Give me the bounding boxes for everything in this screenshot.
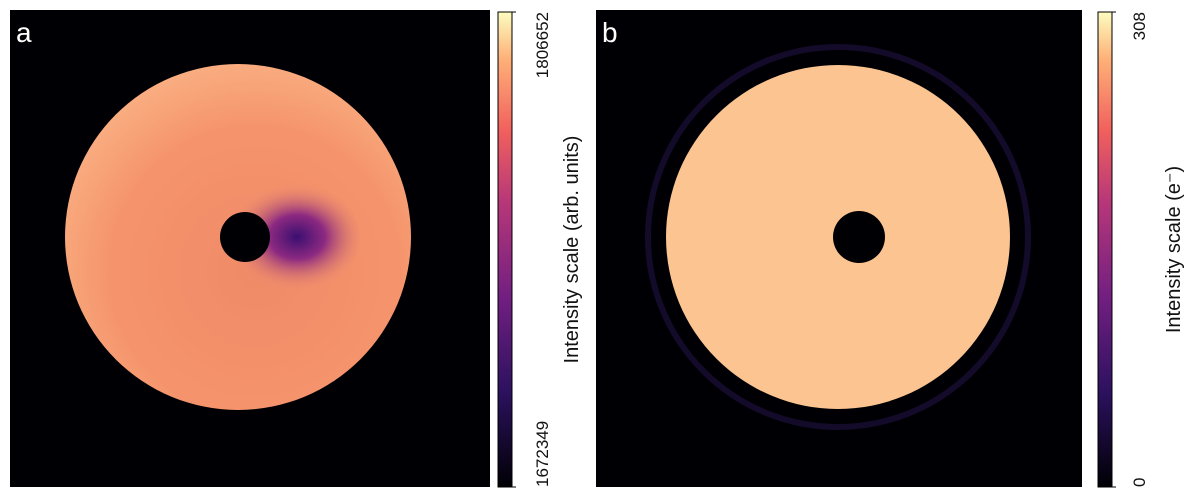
colorbar-label: Intensity scale (arb. units) [561,136,583,364]
colorbar-tick-label: 308 [1130,12,1149,40]
panel-label: b [602,17,618,48]
panel-b: b 0 308 Intensity scale (e⁻) [596,10,1185,487]
hole [833,211,885,263]
colorbar-tick-label: 1806652 [533,12,552,78]
colorbar-label: Intensity scale (e⁻) [1163,166,1185,333]
panel-label: a [16,17,32,48]
hole [220,212,270,262]
colorbar-tick-label: 0 [1130,478,1149,487]
panel-a: a 1672349 1806652 Intensity scale (arb. uni… [10,10,583,487]
colorbar [1098,12,1112,487]
colorbar-tick-label: 1672349 [533,421,552,487]
colorbar [498,12,512,487]
figure: a 1672349 1806652 Intensity scale (arb. uni… [0,0,1201,489]
